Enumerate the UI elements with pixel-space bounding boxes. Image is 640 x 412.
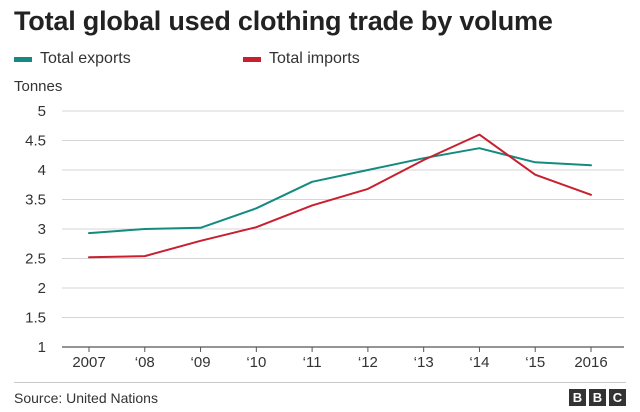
logo-letter-b2: B xyxy=(589,389,606,406)
legend-label-exports: Total exports xyxy=(40,50,131,67)
y-tick-label: 1.5 xyxy=(25,310,46,327)
legend-label-imports: Total imports xyxy=(269,50,360,67)
legend: Total exports Total imports xyxy=(14,50,614,72)
y-tick-labels: 1 1.5 2 2.5 3 3.5 4 4.5 5 xyxy=(25,103,46,356)
y-tick-label: 3.5 xyxy=(25,192,46,209)
y-tick-label: 5 xyxy=(38,103,46,120)
y-axis-unit-label: Tonnes xyxy=(14,78,63,95)
legend-item-exports: Total exports xyxy=(14,50,131,68)
x-tick-label: 2007 xyxy=(72,354,105,371)
x-tick-label: 2016 xyxy=(574,354,607,371)
logo-letter-b1: B xyxy=(569,389,586,406)
legend-swatch-imports xyxy=(243,56,261,62)
x-tick-label: ‘08 xyxy=(135,354,155,371)
x-tick-label: ‘15 xyxy=(525,354,545,371)
x-tick-labels: 2007 ‘08 ‘09 ‘10 ‘11 ‘12 ‘13 ‘14 ‘15 2016 xyxy=(72,347,608,371)
logo-letter-c: C xyxy=(609,389,626,406)
footer-divider xyxy=(14,382,626,383)
x-tick-label: ‘12 xyxy=(358,354,378,371)
legend-item-imports: Total imports xyxy=(243,50,360,68)
x-tick-label: ‘11 xyxy=(303,354,322,371)
y-tick-label: 4.5 xyxy=(25,133,46,150)
series-line-imports xyxy=(88,133,592,259)
y-tick-label: 2 xyxy=(38,280,46,297)
y-tick-label: 2.5 xyxy=(25,251,46,268)
x-tick-label: ‘10 xyxy=(246,354,266,371)
legend-swatch-exports xyxy=(14,56,32,62)
series-layer xyxy=(88,133,592,259)
y-tick-label: 1 xyxy=(38,339,46,356)
source-note: Source: United Nations xyxy=(14,390,158,406)
chart-title: Total global used clothing trade by volu… xyxy=(14,6,553,36)
x-tick-label: ‘09 xyxy=(191,354,211,371)
x-tick-label: ‘14 xyxy=(469,354,489,371)
bbc-logo: B B C xyxy=(569,389,626,406)
y-tick-label: 4 xyxy=(38,162,46,179)
y-tick-label: 3 xyxy=(38,221,46,238)
x-tick-label: ‘13 xyxy=(414,354,434,371)
line-chart: 1 1.5 2 2.5 3 3.5 4 4.5 5 2007 ‘08 ‘09 ‘10 ‘11 ‘12 ‘13… xyxy=(25,103,624,371)
